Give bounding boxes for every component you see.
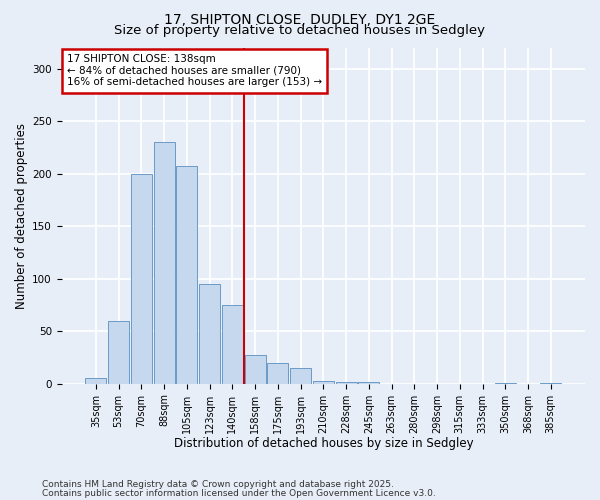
Text: Contains public sector information licensed under the Open Government Licence v3: Contains public sector information licen… xyxy=(42,488,436,498)
Bar xyxy=(222,305,243,384)
Bar xyxy=(245,356,266,384)
Bar xyxy=(290,368,311,384)
Text: 17 SHIPTON CLOSE: 138sqm
← 84% of detached houses are smaller (790)
16% of semi-: 17 SHIPTON CLOSE: 138sqm ← 84% of detach… xyxy=(67,54,322,88)
Bar xyxy=(108,320,129,384)
Bar xyxy=(131,174,152,384)
Y-axis label: Number of detached properties: Number of detached properties xyxy=(15,122,28,308)
Text: 17, SHIPTON CLOSE, DUDLEY, DY1 2GE: 17, SHIPTON CLOSE, DUDLEY, DY1 2GE xyxy=(164,12,436,26)
Bar xyxy=(268,362,288,384)
Bar xyxy=(199,284,220,384)
Bar xyxy=(358,382,379,384)
Text: Contains HM Land Registry data © Crown copyright and database right 2025.: Contains HM Land Registry data © Crown c… xyxy=(42,480,394,489)
Bar xyxy=(176,166,197,384)
Bar xyxy=(540,382,561,384)
Bar xyxy=(313,380,334,384)
Bar xyxy=(335,382,356,384)
X-axis label: Distribution of detached houses by size in Sedgley: Distribution of detached houses by size … xyxy=(173,437,473,450)
Bar xyxy=(495,382,516,384)
Bar xyxy=(85,378,106,384)
Text: Size of property relative to detached houses in Sedgley: Size of property relative to detached ho… xyxy=(115,24,485,37)
Bar xyxy=(154,142,175,384)
